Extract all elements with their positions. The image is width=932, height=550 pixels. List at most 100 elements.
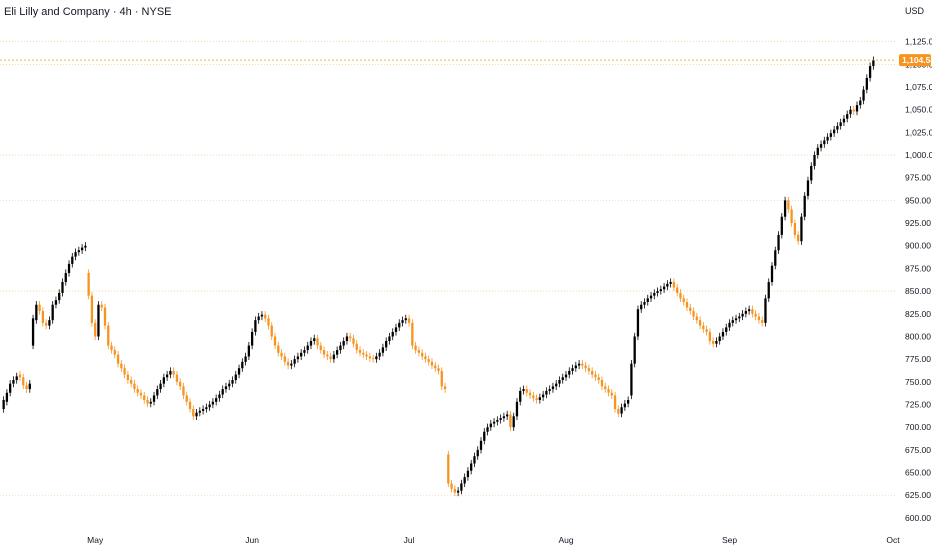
candle-body bbox=[94, 322, 97, 337]
candle-body bbox=[486, 427, 489, 432]
candle-body bbox=[74, 252, 77, 257]
candle-body bbox=[568, 370, 571, 375]
candle-body bbox=[525, 389, 528, 393]
candle-body bbox=[358, 350, 362, 353]
y-tick-label: 600.00 bbox=[905, 513, 931, 523]
candle-body bbox=[522, 389, 525, 391]
candle-body bbox=[846, 114, 849, 119]
x-tick-label: Jul bbox=[404, 535, 415, 545]
candle-body bbox=[146, 399, 149, 404]
y-tick-label: 1,050.00 bbox=[905, 105, 932, 115]
candle-body bbox=[231, 380, 234, 384]
y-tick-label: 1,125.00 bbox=[905, 37, 932, 47]
candle-body bbox=[237, 368, 241, 375]
candle-body bbox=[532, 395, 535, 399]
candle-body bbox=[421, 352, 424, 357]
candle-body bbox=[267, 318, 270, 326]
candle-body bbox=[381, 347, 385, 353]
candle-body bbox=[136, 389, 139, 393]
candle-body bbox=[577, 363, 581, 366]
candle-body bbox=[218, 394, 221, 399]
candle-body bbox=[620, 407, 623, 414]
candle-body bbox=[316, 338, 319, 346]
candle-body bbox=[868, 66, 872, 78]
candle-body bbox=[702, 325, 705, 330]
candle-body bbox=[31, 318, 35, 346]
candle-body bbox=[823, 140, 826, 145]
candle-body bbox=[371, 358, 375, 360]
candle-body bbox=[254, 320, 257, 332]
candle-body bbox=[280, 352, 283, 357]
y-tick-label: 775.00 bbox=[905, 354, 931, 364]
candle-body bbox=[260, 314, 264, 317]
candle-body bbox=[666, 283, 669, 287]
candle-body bbox=[139, 392, 143, 396]
candle-body bbox=[215, 398, 218, 402]
candle-body bbox=[515, 401, 519, 417]
candle-body bbox=[604, 386, 607, 390]
candle-body bbox=[574, 365, 577, 369]
candle-body bbox=[685, 301, 689, 308]
candle-body bbox=[58, 292, 61, 301]
candle-body bbox=[783, 200, 787, 217]
y-tick-label: 850.00 bbox=[905, 286, 931, 296]
candle-body bbox=[463, 477, 466, 484]
candle-body bbox=[332, 354, 336, 360]
candle-body bbox=[51, 304, 54, 321]
candle-body bbox=[434, 365, 437, 369]
candle-body bbox=[695, 316, 698, 321]
candle-body bbox=[427, 359, 430, 362]
y-tick-label: 925.00 bbox=[905, 218, 931, 228]
candle-body bbox=[656, 291, 659, 293]
candle-body bbox=[107, 325, 110, 346]
candle-body bbox=[385, 341, 388, 348]
candle-body bbox=[25, 385, 28, 390]
candle-body bbox=[682, 298, 685, 302]
candle-body bbox=[649, 295, 653, 299]
candle-body bbox=[375, 356, 378, 360]
candle-body bbox=[270, 325, 273, 337]
candle-body bbox=[414, 345, 417, 351]
y-tick-label: 875.00 bbox=[905, 263, 931, 273]
candle-body bbox=[780, 216, 783, 235]
candle-body bbox=[398, 322, 401, 328]
candle-body bbox=[512, 416, 515, 428]
candle-body bbox=[329, 356, 332, 360]
candle-body bbox=[689, 307, 692, 312]
candle-body bbox=[558, 380, 561, 384]
candle-body bbox=[322, 350, 326, 355]
y-tick-label: 950.00 bbox=[905, 195, 931, 205]
candle-body bbox=[195, 412, 198, 417]
candle-body bbox=[241, 361, 244, 369]
candle-body bbox=[430, 361, 434, 366]
candle-body bbox=[313, 338, 316, 342]
candle-body bbox=[120, 363, 123, 369]
candle-body bbox=[41, 311, 45, 323]
candle-body bbox=[221, 389, 224, 395]
candle-body bbox=[470, 463, 473, 471]
candle-body bbox=[636, 309, 640, 337]
candle-body bbox=[64, 272, 67, 283]
candle-body bbox=[290, 363, 293, 366]
candle-body bbox=[205, 407, 208, 410]
candle-body bbox=[257, 316, 260, 321]
candle-body bbox=[819, 144, 823, 148]
candle-body bbox=[35, 304, 38, 321]
candle-body bbox=[283, 356, 286, 362]
candle-body bbox=[201, 409, 205, 411]
candle-body bbox=[679, 292, 682, 299]
candle-body bbox=[100, 304, 103, 308]
candle-body bbox=[653, 292, 656, 296]
candle-body bbox=[862, 89, 865, 101]
candle-body bbox=[188, 401, 192, 410]
candle-body bbox=[293, 359, 296, 364]
candle-body bbox=[747, 309, 751, 312]
candle-body bbox=[15, 376, 18, 381]
candle-body bbox=[506, 414, 509, 417]
candle-body bbox=[698, 320, 702, 326]
y-tick-label: 675.00 bbox=[905, 445, 931, 455]
candle-body bbox=[71, 256, 74, 264]
candle-body bbox=[479, 440, 483, 450]
